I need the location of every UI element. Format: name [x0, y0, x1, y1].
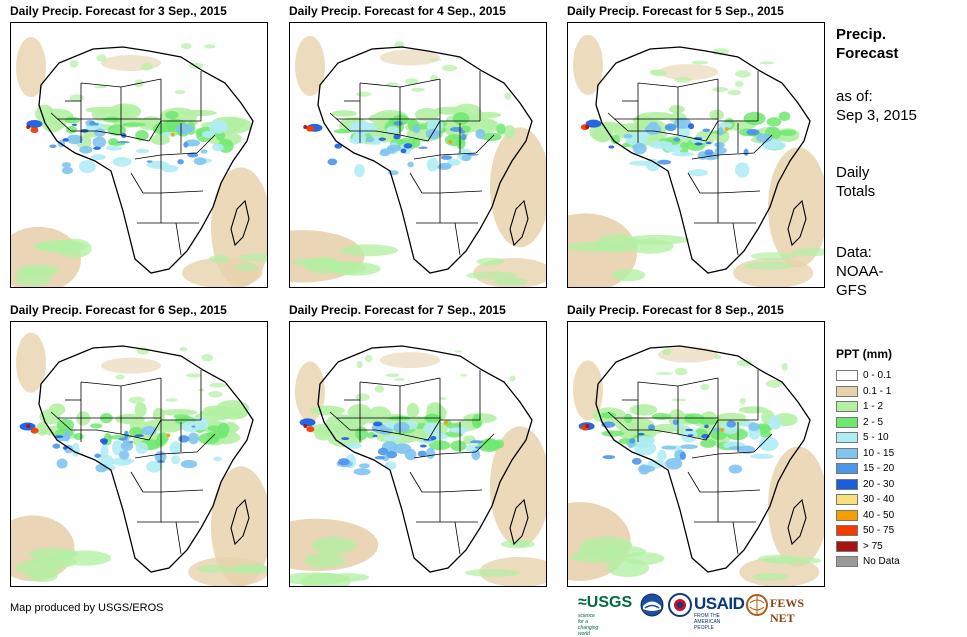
- legend-swatch: [836, 370, 858, 382]
- side-data-line2: NOAA-: [836, 263, 884, 280]
- legend-label: 5 - 10: [863, 432, 889, 444]
- map-canvas: [568, 34, 824, 287]
- legend-swatch: [836, 447, 858, 459]
- side-asof-line1: as of:: [836, 88, 873, 105]
- side-totals-line2: Totals: [836, 183, 876, 200]
- usgs-logo: ≈USGS: [578, 594, 633, 611]
- legend-label: 30 - 40: [863, 494, 895, 506]
- legend-item: 20 - 30: [836, 477, 900, 493]
- panel-title-2: Daily Precip. Forecast for 4 Sep., 2015: [289, 4, 506, 18]
- legend-label: 2 - 5: [863, 416, 884, 428]
- forecast-map-6: [567, 321, 825, 587]
- forecast-map-1: [10, 22, 268, 288]
- legend-item: 10 - 15: [836, 446, 900, 462]
- side-data-line3: GFS: [836, 282, 867, 299]
- legend-label: No Data: [863, 556, 900, 568]
- map-canvas: [11, 332, 267, 586]
- forecast-map-3: [567, 22, 825, 288]
- footer-credit: Map produced by USGS/EROS: [10, 602, 164, 614]
- legend-label: 0 - 0.1: [863, 370, 892, 382]
- legend-item: 15 - 20: [836, 461, 900, 477]
- side-totals-line1: Daily: [836, 164, 870, 181]
- legend-title: PPT (mm): [836, 347, 893, 361]
- panel-title-6: Daily Precip. Forecast for 8 Sep., 2015: [567, 303, 784, 317]
- legend-item: 30 - 40: [836, 492, 900, 508]
- panel-title-4: Daily Precip. Forecast for 6 Sep., 2015: [10, 303, 227, 317]
- legend-item: > 75: [836, 539, 900, 555]
- legend-swatch: [836, 385, 858, 397]
- noaa-logo-icon: [640, 593, 664, 617]
- legend-swatch: [836, 509, 858, 521]
- map-canvas: [290, 345, 546, 586]
- legend-item: 0.1 - 1: [836, 384, 900, 400]
- legend-swatch: [836, 525, 858, 537]
- legend-item: 50 - 75: [836, 523, 900, 539]
- legend-label: 15 - 20: [863, 463, 895, 475]
- side-heading-line1: Precip.: [836, 26, 887, 43]
- legend-swatch: [836, 416, 858, 428]
- forecast-map-5: [289, 321, 547, 587]
- usaid-logo: USAID: [694, 594, 745, 613]
- side-heading: Precip. Forecast: [836, 25, 899, 63]
- legend-swatch: [836, 494, 858, 506]
- map-canvas: [568, 345, 824, 586]
- legend-swatch: [836, 540, 858, 552]
- legend-swatch: [836, 463, 858, 475]
- panel-title-3: Daily Precip. Forecast for 5 Sep., 2015: [567, 4, 784, 18]
- legend-label: 20 - 30: [863, 478, 895, 490]
- legend-label: > 75: [863, 540, 883, 552]
- side-data-line1: Data:: [836, 244, 872, 261]
- usaid-tagline: FROM THE AMERICAN PEOPLE: [694, 613, 721, 631]
- legend-item: 5 - 10: [836, 430, 900, 446]
- map-canvas: [11, 37, 267, 287]
- legend-label: 1 - 2: [863, 401, 884, 413]
- legend-label: 10 - 15: [863, 447, 895, 459]
- legend-label: 50 - 75: [863, 525, 895, 537]
- forecast-map-4: [10, 321, 268, 587]
- legend-swatch: [836, 556, 858, 568]
- side-asof: as of: Sep 3, 2015: [836, 87, 917, 125]
- side-asof-line2: Sep 3, 2015: [836, 107, 917, 124]
- legend-swatch: [836, 401, 858, 413]
- side-totals: Daily Totals: [836, 163, 875, 201]
- side-data: Data: NOAA- GFS: [836, 243, 884, 300]
- panel-title-5: Daily Precip. Forecast for 7 Sep., 2015: [289, 303, 506, 317]
- legend-item: 2 - 5: [836, 415, 900, 431]
- legend-label: 0.1 - 1: [863, 385, 892, 397]
- legend-swatch: [836, 478, 858, 490]
- legend-item: 1 - 2: [836, 399, 900, 415]
- map-canvas: [290, 36, 546, 287]
- legend-swatch: [836, 432, 858, 444]
- usaid-seal-icon: [668, 593, 692, 617]
- side-heading-line2: Forecast: [836, 45, 899, 62]
- fewsnet-logo: FEWS NET: [770, 596, 805, 625]
- fewsnet-globe-icon: [746, 594, 768, 616]
- legend-item: No Data: [836, 554, 900, 570]
- legend-label: 40 - 50: [863, 509, 895, 521]
- usgs-tagline: science for a changing world: [578, 613, 599, 637]
- legend-item: 0 - 0.1: [836, 368, 900, 384]
- forecast-map-2: [289, 22, 547, 288]
- panel-title-1: Daily Precip. Forecast for 3 Sep., 2015: [10, 4, 227, 18]
- legend-item: 40 - 50: [836, 508, 900, 524]
- legend: 0 - 0.1 0.1 - 1 1 - 2 2 - 5 5 - 10 10 - 15 15 …: [836, 368, 900, 570]
